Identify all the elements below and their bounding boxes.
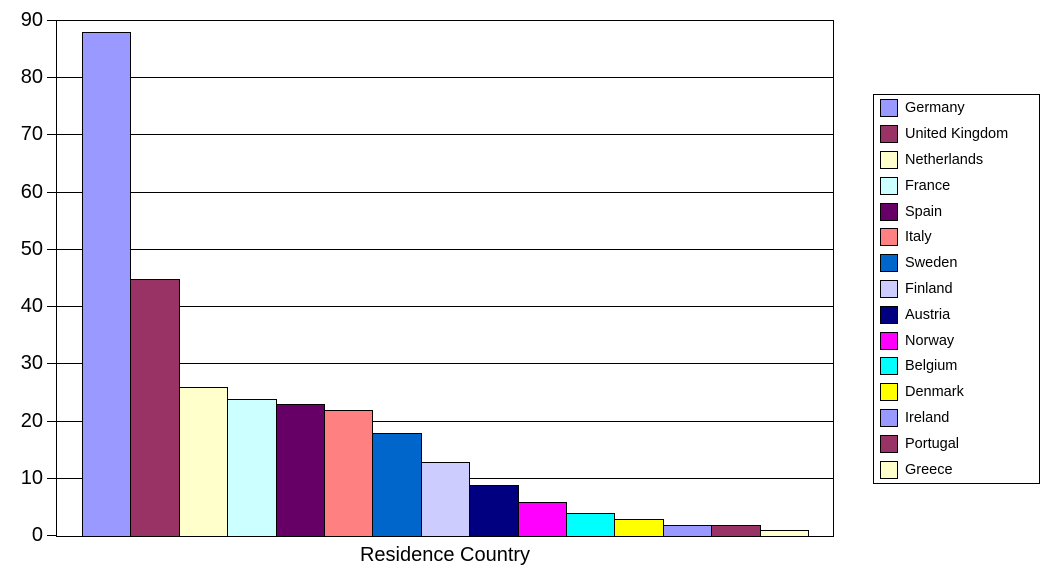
y-axis-tick <box>47 477 56 479</box>
bar-belgium <box>566 513 616 536</box>
legend-swatch <box>880 460 898 479</box>
y-axis-tick-label: 0 <box>31 524 43 546</box>
y-axis-tick-label: 90 <box>20 9 43 31</box>
y-axis-tick-label: 80 <box>20 66 43 89</box>
legend-item-sweden: Sweden <box>874 250 1039 276</box>
legend-label: France <box>905 177 951 194</box>
legend-label: Belgium <box>905 358 958 375</box>
legend-swatch <box>880 305 898 324</box>
legend-item-belgium: Belgium <box>874 353 1039 379</box>
legend-swatch <box>880 408 898 427</box>
legend-swatch <box>880 279 898 298</box>
y-axis-tick <box>47 535 56 536</box>
legend-item-ireland: Ireland <box>874 405 1039 431</box>
y-axis-tick <box>47 191 56 193</box>
legend-item-united-kingdom: United Kingdom <box>874 121 1039 147</box>
legend-label: Spain <box>905 203 943 220</box>
gridline-80 <box>57 77 833 79</box>
legend-label: Greece <box>905 461 953 478</box>
legend-item-italy: Italy <box>874 225 1039 251</box>
gridline-30 <box>57 363 833 365</box>
legend-label: Netherlands <box>905 152 984 168</box>
bar-finland <box>420 461 471 536</box>
y-axis-tick-label: 40 <box>20 295 43 318</box>
y-axis-tick-label: 60 <box>20 180 43 203</box>
legend-swatch <box>880 383 898 402</box>
legend-label: Ireland <box>905 409 950 426</box>
bar-netherlands <box>178 387 229 536</box>
y-axis-tick-label: 30 <box>20 352 43 375</box>
bar-germany <box>82 32 132 536</box>
y-axis-tick-label: 20 <box>20 409 43 432</box>
legend-label: Denmark <box>905 384 964 401</box>
y-axis-tick-label: 50 <box>20 237 43 260</box>
plot-area <box>56 20 834 537</box>
y-axis-tick <box>47 77 56 79</box>
gridline-20 <box>57 420 833 422</box>
legend-item-france: France <box>874 173 1039 199</box>
legend-swatch <box>880 228 898 247</box>
bar-united-kingdom <box>130 278 180 536</box>
bar-austria <box>469 484 519 536</box>
legend-swatch <box>880 202 898 221</box>
legend-label: United Kingdom <box>905 126 1009 143</box>
legend-swatch <box>880 151 898 169</box>
bar-ireland <box>662 524 713 536</box>
bar-portugal <box>711 524 761 536</box>
legend-item-spain: Spain <box>874 199 1039 225</box>
bar-spain <box>275 404 326 536</box>
legend-box: Germany United Kingdom Netherlands France Sp… <box>873 94 1040 484</box>
y-axis-tick <box>47 134 56 136</box>
legend-label: Sweden <box>905 255 958 272</box>
legend-label: Portugal <box>905 435 960 452</box>
gridline-70 <box>57 134 833 136</box>
y-axis-tick <box>47 20 56 21</box>
y-axis-tick-label: 10 <box>20 466 43 489</box>
legend-label: Italy <box>905 229 932 246</box>
y-axis-tick <box>47 306 56 308</box>
legend-label: Austria <box>905 306 951 323</box>
y-axis-tick <box>47 420 56 422</box>
gridline-60 <box>57 191 833 193</box>
y-axis-tick <box>47 363 56 365</box>
legend-swatch <box>880 125 898 144</box>
legend-swatch <box>880 434 898 453</box>
legend-swatch <box>880 99 898 118</box>
legend-swatch <box>880 357 898 376</box>
bar-italy <box>324 410 374 536</box>
x-axis-title: Residence Country <box>359 544 531 566</box>
legend-item-austria: Austria <box>874 302 1039 328</box>
y-axis-tick-label: 70 <box>20 123 43 146</box>
gridline-40 <box>57 306 833 308</box>
bars-group <box>82 21 810 536</box>
legend-item-netherlands: Netherlands <box>874 147 1039 173</box>
legend-item-denmark: Denmark <box>874 379 1039 405</box>
legend-item-portugal: Portugal <box>874 431 1039 457</box>
legend-item-greece: Greece <box>874 457 1039 483</box>
legend-item-finland: Finland <box>874 276 1039 302</box>
legend-swatch <box>880 331 898 350</box>
legend-swatch <box>880 254 898 273</box>
gridline-50 <box>57 248 833 250</box>
bar-denmark <box>614 518 664 536</box>
bar-greece <box>759 530 810 536</box>
legend-item-norway: Norway <box>874 328 1039 354</box>
bar-france <box>227 398 277 536</box>
bar-sweden <box>372 433 422 536</box>
legend-swatch <box>880 176 898 195</box>
bar-norway <box>517 501 568 536</box>
y-axis-tick <box>47 248 56 250</box>
legend-item-germany: Germany <box>874 96 1039 122</box>
legend-label: Norway <box>905 332 955 349</box>
legend-label: Finland <box>905 280 953 297</box>
legend-label: Germany <box>905 100 965 117</box>
